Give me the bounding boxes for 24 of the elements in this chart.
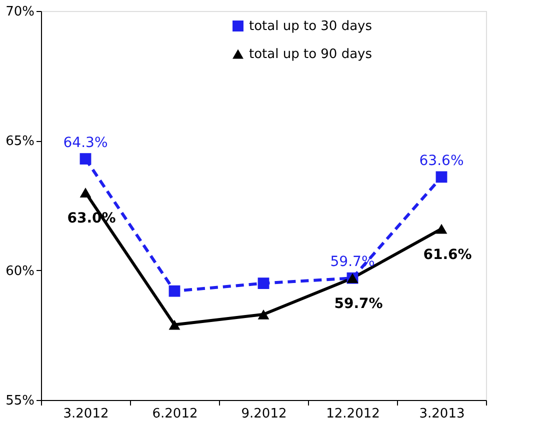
point <box>80 153 92 165</box>
point <box>436 224 448 234</box>
y-tick-label: 70% <box>6 4 34 20</box>
x-tick-label: 6.2012 <box>152 406 198 422</box>
data-label: 59.7% <box>334 296 383 312</box>
point <box>436 171 448 183</box>
point <box>258 309 270 320</box>
x-tick-label: 9.2012 <box>241 406 287 422</box>
data-label: 64.3% <box>63 134 108 151</box>
y-tick-label: 60% <box>6 264 34 279</box>
legend-label: total up to 90 days <box>249 47 372 62</box>
data-label: 61.6% <box>423 246 472 263</box>
point <box>80 188 92 198</box>
x-tick-label: 3.2013 <box>419 406 465 422</box>
x-tick-label: 12.2012 <box>326 406 380 422</box>
data-label: 63.6% <box>419 152 464 169</box>
data-label: 59.7% <box>330 254 375 270</box>
point <box>168 320 180 330</box>
y-tick-label: 65% <box>6 134 34 150</box>
point <box>168 285 180 297</box>
point <box>258 278 270 289</box>
y-tick-label: 55% <box>6 394 34 408</box>
legend-label: total up to 30 days <box>249 19 372 34</box>
x-tick-label: 3.2012 <box>63 406 109 422</box>
